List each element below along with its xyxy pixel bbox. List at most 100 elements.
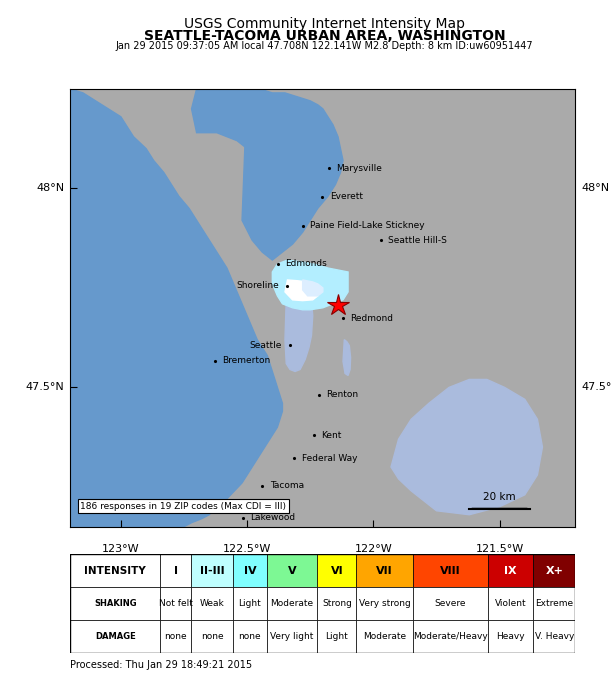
Text: none: none xyxy=(201,632,223,641)
Text: Federal Way: Federal Way xyxy=(302,453,357,463)
Bar xyxy=(70,587,160,620)
Text: VII: VII xyxy=(376,566,393,575)
Text: Everett: Everett xyxy=(330,192,363,201)
Text: Light: Light xyxy=(326,632,348,641)
Text: IV: IV xyxy=(244,566,256,575)
Text: V: V xyxy=(288,566,296,575)
Text: Jan 29 2015 09:37:05 AM local 47.708N 122.141W M2.8 Depth: 8 km ID:uw60951447: Jan 29 2015 09:37:05 AM local 47.708N 12… xyxy=(116,41,533,51)
Polygon shape xyxy=(343,340,351,376)
Text: 20 km: 20 km xyxy=(483,492,516,501)
Text: none: none xyxy=(164,632,187,641)
Bar xyxy=(317,554,356,587)
Bar xyxy=(533,587,575,620)
Bar xyxy=(488,587,533,620)
Text: Shoreline: Shoreline xyxy=(237,281,280,290)
Text: VIII: VIII xyxy=(440,566,461,575)
Polygon shape xyxy=(129,240,217,511)
Text: II-III: II-III xyxy=(200,566,225,575)
Bar xyxy=(191,587,233,620)
Text: Very light: Very light xyxy=(271,632,314,641)
Bar xyxy=(356,620,412,653)
Text: Processed: Thu Jan 29 18:49:21 2015: Processed: Thu Jan 29 18:49:21 2015 xyxy=(70,660,253,670)
Text: Moderate: Moderate xyxy=(363,632,406,641)
Bar xyxy=(488,620,533,653)
Text: Heavy: Heavy xyxy=(496,632,525,641)
Bar xyxy=(233,587,267,620)
Text: Lakewood: Lakewood xyxy=(250,514,295,523)
Text: VI: VI xyxy=(330,566,343,575)
Polygon shape xyxy=(285,280,318,301)
Bar xyxy=(233,554,267,587)
Text: SEATTLE-TACOMA URBAN AREA, WASHINGTON: SEATTLE-TACOMA URBAN AREA, WASHINGTON xyxy=(144,29,505,42)
Bar xyxy=(533,620,575,653)
Polygon shape xyxy=(192,367,239,475)
Bar xyxy=(488,554,533,587)
Text: Strong: Strong xyxy=(322,599,352,608)
Bar xyxy=(191,620,233,653)
Bar xyxy=(70,620,160,653)
Polygon shape xyxy=(159,428,219,511)
Bar xyxy=(70,554,160,587)
Bar xyxy=(356,554,412,587)
Text: Very strong: Very strong xyxy=(359,599,411,608)
Text: Weak: Weak xyxy=(200,599,225,608)
Bar xyxy=(267,554,317,587)
Text: Renton: Renton xyxy=(326,390,358,399)
Text: 122°W: 122°W xyxy=(354,544,392,554)
Text: Seattle Hill-S: Seattle Hill-S xyxy=(389,236,447,245)
Text: Moderate: Moderate xyxy=(271,599,313,608)
Text: Moderate/Heavy: Moderate/Heavy xyxy=(413,632,488,641)
Bar xyxy=(356,587,412,620)
Bar xyxy=(317,587,356,620)
Text: 48°N: 48°N xyxy=(36,183,64,194)
Bar xyxy=(533,554,575,587)
Text: 121.5°W: 121.5°W xyxy=(476,544,524,554)
Polygon shape xyxy=(272,260,348,310)
Text: X+: X+ xyxy=(545,566,563,575)
Text: Redmond: Redmond xyxy=(350,314,394,323)
Text: DAMAGE: DAMAGE xyxy=(95,632,136,641)
Polygon shape xyxy=(242,89,343,260)
Text: none: none xyxy=(239,632,261,641)
Text: Severe: Severe xyxy=(435,599,466,608)
Bar xyxy=(317,620,356,653)
Polygon shape xyxy=(285,289,313,371)
Text: Light: Light xyxy=(239,599,261,608)
Text: Violent: Violent xyxy=(495,599,526,608)
Text: Tacoma: Tacoma xyxy=(270,481,304,490)
Text: Marysville: Marysville xyxy=(336,163,382,172)
Text: INTENSITY: INTENSITY xyxy=(84,566,146,575)
Text: Seattle: Seattle xyxy=(250,341,282,350)
Text: Kent: Kent xyxy=(321,431,342,440)
Text: SHAKING: SHAKING xyxy=(94,599,136,608)
Text: I: I xyxy=(174,566,177,575)
Text: 47.5°N: 47.5°N xyxy=(26,382,64,393)
Text: 123°W: 123°W xyxy=(102,544,140,554)
Bar xyxy=(412,587,488,620)
Text: Paine Field-Lake Stickney: Paine Field-Lake Stickney xyxy=(310,222,425,231)
Text: USGS Community Internet Intensity Map: USGS Community Internet Intensity Map xyxy=(184,17,465,31)
Polygon shape xyxy=(70,89,283,527)
Text: IX: IX xyxy=(504,566,517,575)
Bar xyxy=(267,587,317,620)
Bar xyxy=(412,554,488,587)
Polygon shape xyxy=(303,280,323,296)
Text: 48°N: 48°N xyxy=(581,183,610,194)
Text: 122.5°W: 122.5°W xyxy=(223,544,271,554)
Bar xyxy=(233,620,267,653)
Polygon shape xyxy=(391,380,542,515)
Text: Bremerton: Bremerton xyxy=(222,356,271,365)
Text: 186 responses in 19 ZIP codes (Max CDI = III): 186 responses in 19 ZIP codes (Max CDI =… xyxy=(81,502,286,511)
Bar xyxy=(267,620,317,653)
Bar xyxy=(412,620,488,653)
Bar xyxy=(160,587,191,620)
Text: 47.5°N: 47.5°N xyxy=(581,382,612,393)
Bar xyxy=(191,554,233,587)
Text: V. Heavy: V. Heavy xyxy=(534,632,574,641)
Polygon shape xyxy=(192,89,285,161)
Text: Extreme: Extreme xyxy=(535,599,573,608)
Bar xyxy=(160,620,191,653)
Text: Edmonds: Edmonds xyxy=(285,259,327,268)
Text: Not felt: Not felt xyxy=(159,599,193,608)
Bar xyxy=(160,554,191,587)
